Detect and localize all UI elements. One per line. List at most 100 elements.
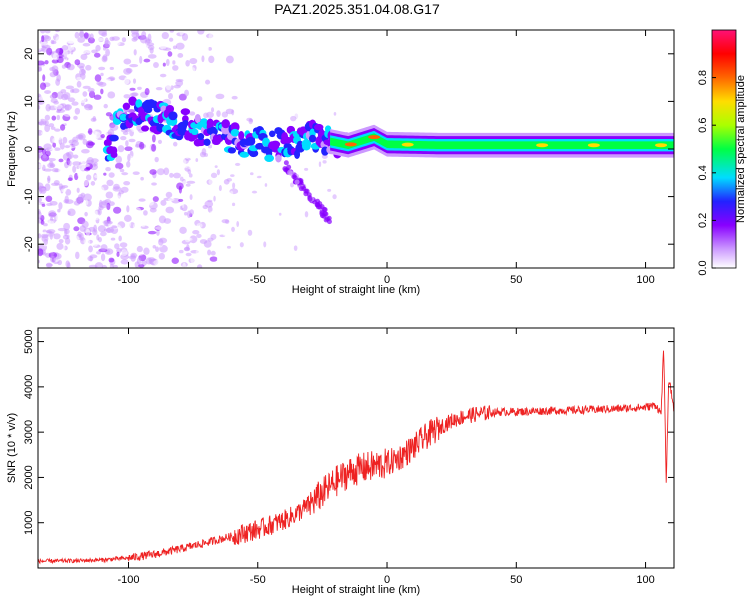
spectrogram-noise-cell <box>45 262 53 268</box>
spectrogram-noise-cell <box>197 187 203 192</box>
spectrogram-noise-cell <box>216 110 221 118</box>
spectrogram-noise-cell <box>139 141 145 150</box>
spectrogram-noise-cell <box>154 156 159 163</box>
spectrogram-noise-cell <box>123 180 131 186</box>
spectrogram-noise-cell <box>239 242 244 248</box>
spectrogram-noise-cell <box>246 117 253 122</box>
spectrogram-noise-cell <box>89 33 94 40</box>
spectrogram-noise-cell <box>72 165 77 173</box>
spectrogram-noise-cell <box>211 151 218 154</box>
spectrogram-noise-cell <box>210 172 218 179</box>
spectrogram-noise-cell <box>149 169 157 175</box>
spectrogram-noise-cell <box>226 205 233 211</box>
spectrogram-noise-cell <box>43 168 53 172</box>
spectrogram-noise-cell <box>42 74 46 82</box>
spectrogram-ridge-cell <box>110 146 118 155</box>
spectrogram-noise-cell <box>64 228 68 237</box>
spectrogram-noise-cell <box>113 206 122 214</box>
spectrogram-noise-cell <box>151 182 157 186</box>
spectrogram-ridge-cell <box>221 119 230 129</box>
spectrogram-noise-cell <box>287 251 291 255</box>
spectrogram-noise-cell <box>67 97 76 103</box>
spectrogram-noise-cell <box>149 207 157 213</box>
spectrogram-noise-cell <box>88 245 93 253</box>
spectrogram-noise-cell <box>49 164 55 168</box>
spectrogram-noise-cell <box>56 109 61 114</box>
spectrogram-noise-cell <box>202 204 209 210</box>
spectrogram-noise-cell <box>115 237 119 242</box>
spectrogram-noise-cell <box>106 179 114 187</box>
spectrogram-noise-cell <box>44 114 51 121</box>
spectrogram-streak-cell <box>286 164 292 170</box>
spectrogram-noise-cell <box>70 89 75 93</box>
spectrogram-noise-cell <box>207 144 213 149</box>
spectrogram-noise-cell <box>87 255 94 262</box>
spectrogram-noise-cell <box>114 243 120 250</box>
spectrogram-noise-cell <box>93 184 100 191</box>
spectrogram-noise-cell <box>38 185 47 192</box>
spectrogram-noise-cell <box>158 238 164 246</box>
spectrogram-peak-cell <box>536 143 549 148</box>
spectrogram-noise-cell <box>101 150 105 156</box>
spectrogram-noise-cell <box>189 194 193 201</box>
spectrogram-noise-cell <box>100 253 106 262</box>
spectrogram-noise-cell <box>322 160 327 164</box>
spectrogram-noise-cell <box>38 202 41 209</box>
spectrogram-noise-cell <box>66 44 75 51</box>
spectrogram-noise-cell <box>208 179 214 185</box>
spectrogram-noise-cell <box>72 188 76 195</box>
spectrogram-noise-cell <box>88 90 96 99</box>
spectrogram-noise-cell <box>216 169 221 176</box>
spectrogram-noise-cell <box>90 181 96 186</box>
spectrogram-noise-cell <box>191 84 196 88</box>
spectrogram-noise-cell <box>83 238 91 245</box>
spectrogram-noise-cell <box>267 117 273 124</box>
spectrogram-noise-cell <box>115 162 124 170</box>
spectrogram-noise-cell <box>63 50 68 57</box>
spectrogram-noise-cell <box>38 222 41 229</box>
spectrogram-noise-cell <box>60 32 68 41</box>
spectrogram-noise-cell <box>66 124 76 130</box>
spectrogram-noise-cell <box>172 65 179 71</box>
spectrogram-noise-cell <box>195 195 201 204</box>
spectrogram-streak-cell <box>283 160 289 166</box>
spectrogram-noise-cell <box>93 151 99 159</box>
spectrogram-noise-cell <box>38 209 41 215</box>
colorbar-tick-label: 0.6 <box>697 118 709 133</box>
spectrogram-noise-cell <box>143 58 151 63</box>
spectrogram-noise-cell <box>79 30 85 38</box>
spectrogram-noise-cell <box>208 55 215 64</box>
spectrogram-noise-cell <box>205 44 210 53</box>
spectrogram-noise-cell <box>277 117 281 121</box>
spectrogram-noise-cell <box>134 42 144 48</box>
spectrogram-noise-cell <box>226 245 231 249</box>
spectrogram-noise-cell <box>38 105 41 110</box>
spectrogram-ridge-cell <box>324 125 332 133</box>
spectrogram-noise-cell <box>123 94 131 99</box>
spectrogram-noise-cell <box>134 143 140 148</box>
spectrogram-noise-cell <box>162 62 166 67</box>
spectrogram-noise-cell <box>224 224 228 228</box>
spectrogram-noise-cell <box>51 115 57 121</box>
spectrogram-noise-cell <box>49 94 56 99</box>
spectrogram-noise-cell <box>40 233 49 239</box>
spectrogram-noise-cell <box>53 194 63 199</box>
spectrogram-noise-cell <box>94 174 103 179</box>
spectrogram-noise-cell <box>224 219 230 224</box>
spectrogram-noise-cell <box>85 140 94 149</box>
spectrogram-noise-cell <box>222 230 228 237</box>
spectrogram-noise-cell <box>63 110 72 117</box>
spectrogram-noise-cell <box>120 259 129 265</box>
spectrogram-noise-cell <box>108 201 115 206</box>
spectrogram-noise-cell <box>66 39 75 44</box>
spectrogram-noise-cell <box>333 111 337 116</box>
spectrogram-noise-cell <box>195 249 202 255</box>
spectrogram-noise-cell <box>189 235 198 244</box>
spectrogram-noise-cell <box>82 30 92 34</box>
spectrogram-noise-cell <box>63 222 71 231</box>
spectrogram-noise-cell <box>107 210 115 219</box>
spectrogram-noise-cell <box>39 82 47 90</box>
spectrogram-noise-cell <box>172 141 178 147</box>
spectrogram-noise-cell <box>52 77 56 83</box>
spectrogram-noise-cell <box>43 263 47 268</box>
